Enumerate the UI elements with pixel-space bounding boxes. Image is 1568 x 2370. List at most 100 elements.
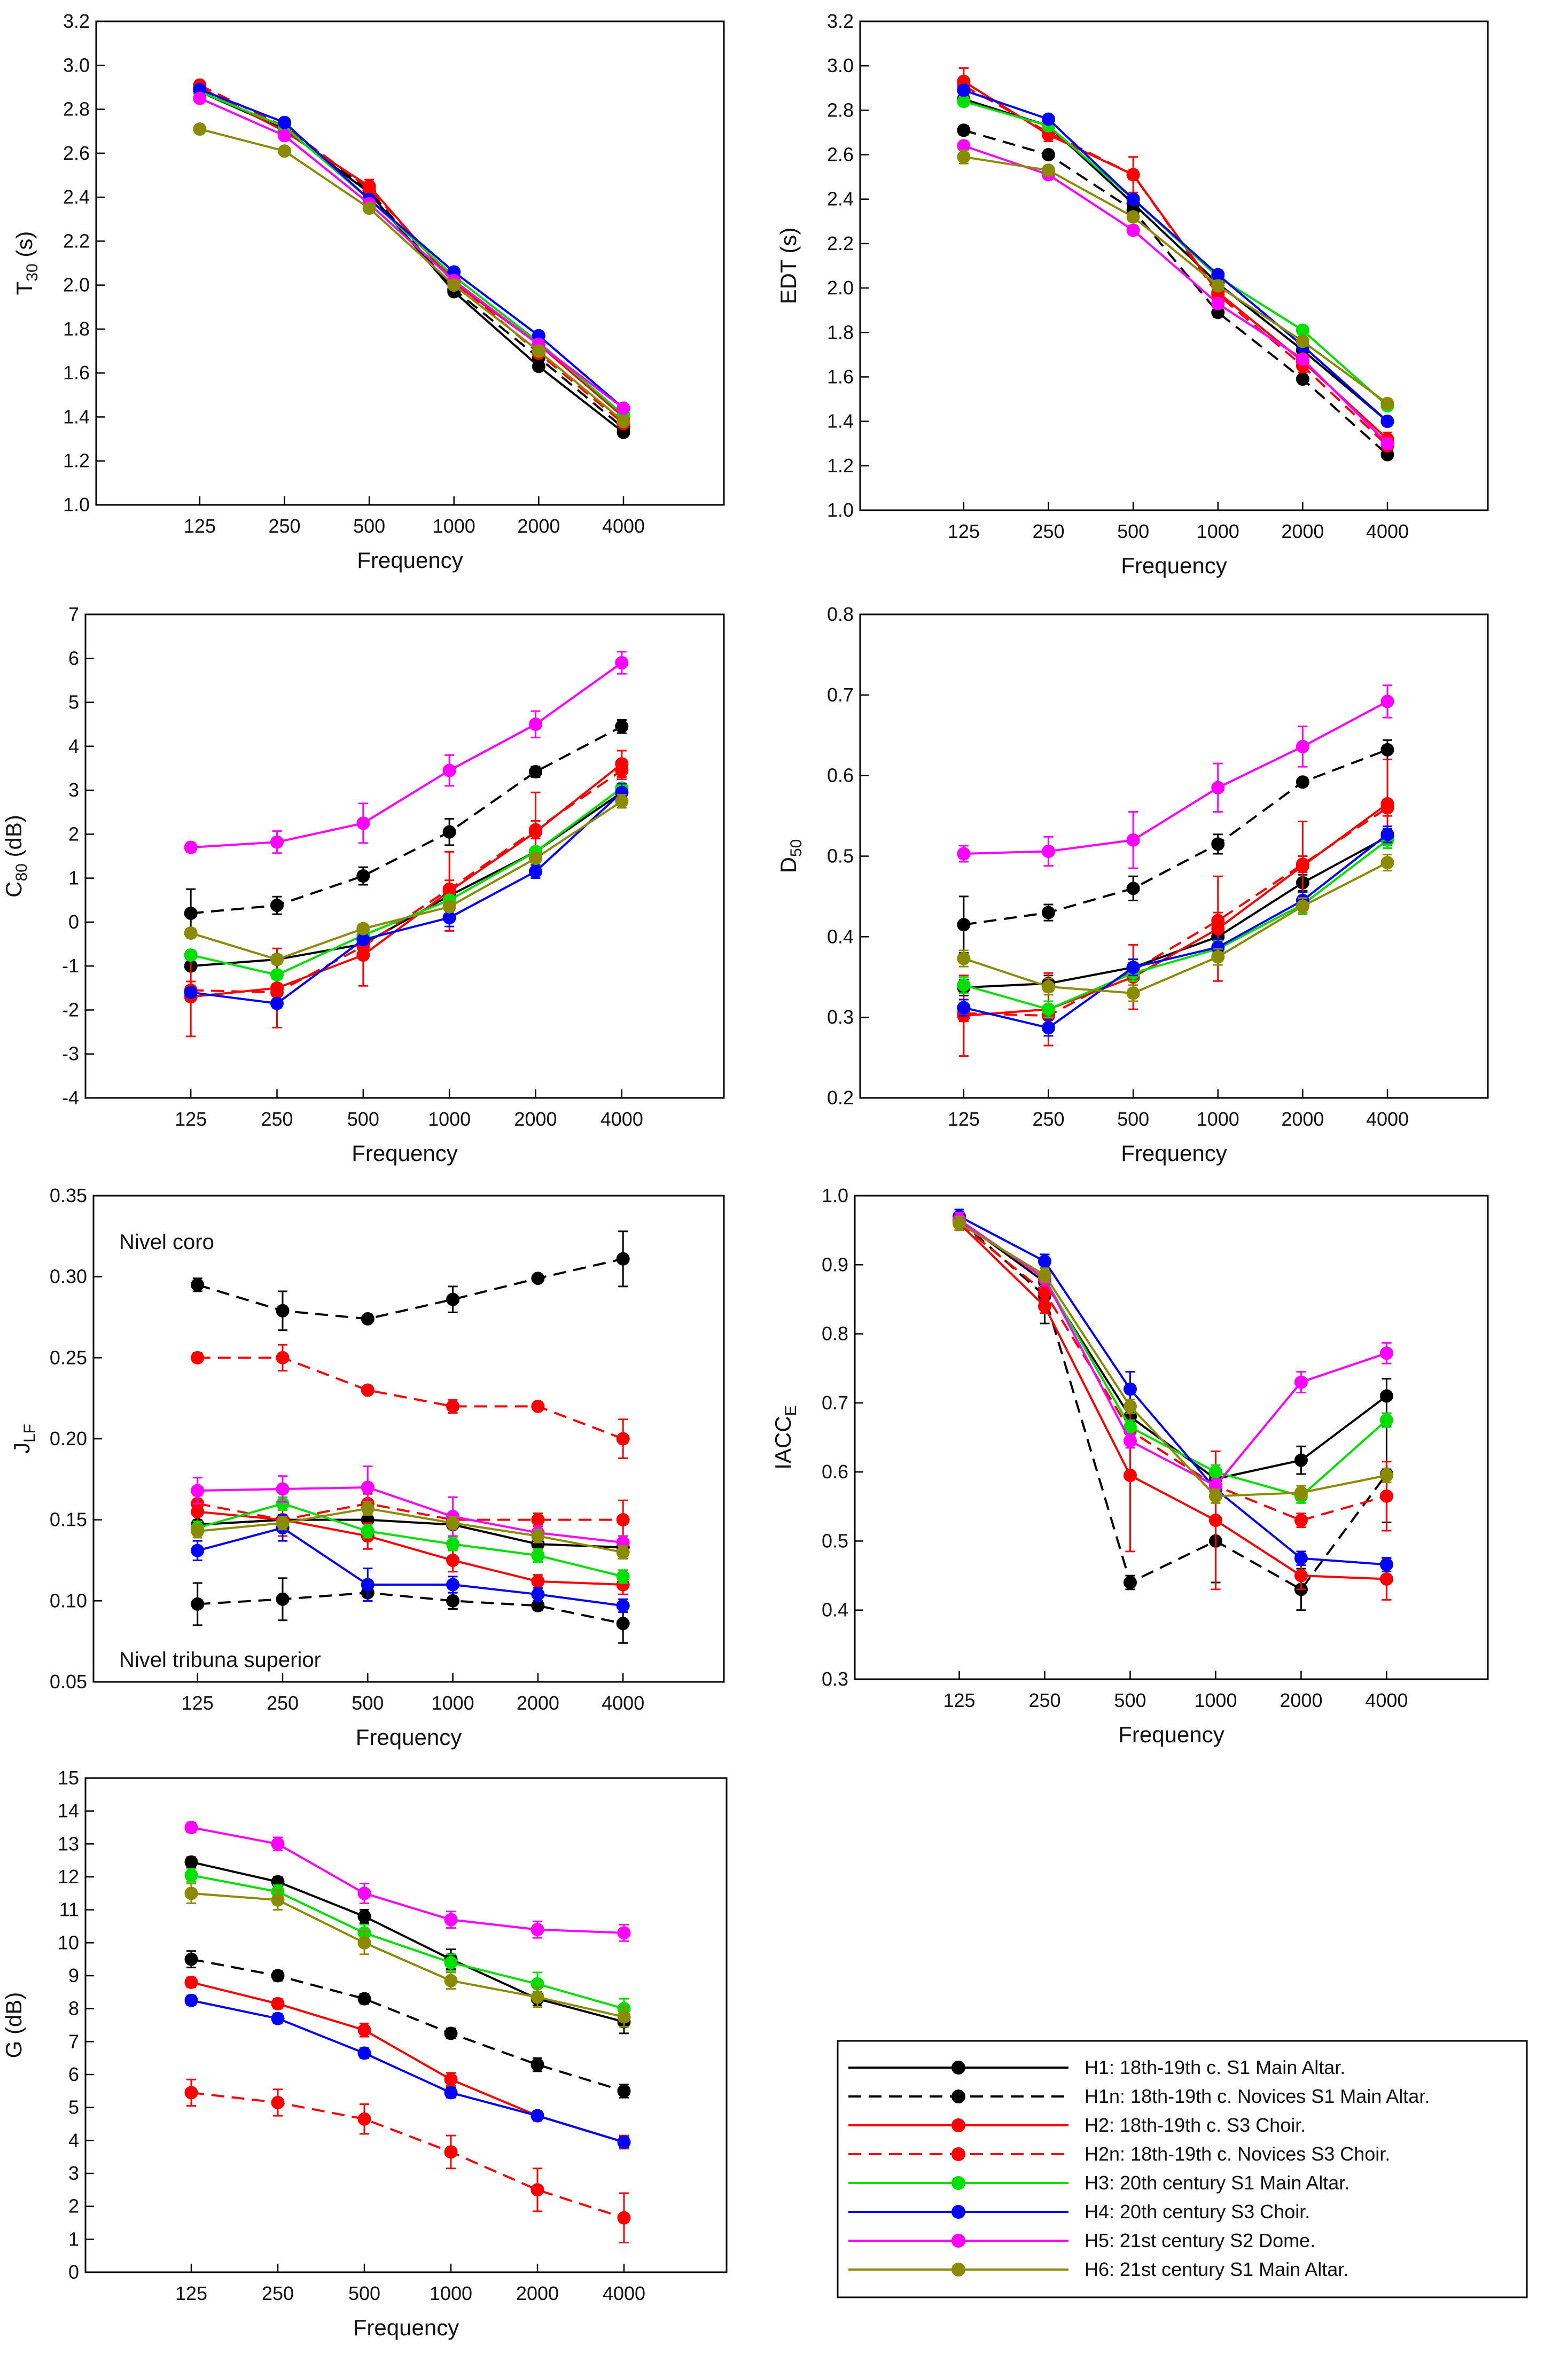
d50-ylabel-main: D [776,857,801,873]
jlf-point-H2 [446,1554,460,1567]
c80-ytick-label: 5 [68,691,79,713]
iacc-ylabel: IACCE [770,1405,800,1469]
jlf-ytick-label: 0.35 [50,1184,87,1206]
jlf-series-H1n_top [191,1230,630,1331]
c80-ylabel-tail: (dB) [1,815,26,863]
g-point-H4 [531,2109,544,2123]
iacc-xtick-label: 4000 [1365,1689,1408,1711]
jlf-point-H1n_bottom [446,1594,460,1608]
d50-ytick-label: 0.5 [827,845,854,867]
edt-ytick-label: 1.8 [827,321,854,343]
g-ytick-label: 4 [68,2129,79,2151]
jlf-point-H2n_bottom [616,1513,630,1527]
edt-point-H6 [1042,163,1055,177]
iacc-xtick-label: 2000 [1280,1689,1322,1711]
c80-ytick-label: -4 [62,1087,79,1109]
c80-ytick-label: -3 [62,1043,79,1065]
jlf-point-H5 [191,1484,205,1498]
legend-label: H2n: 18th-19th c. Novices S3 Choir. [1085,2143,1390,2165]
iacc-ylabel-main: IACC [770,1416,795,1469]
t30-xtick-label: 125 [184,515,216,537]
iacc-point-H2 [1038,1299,1051,1313]
legend-box [837,2040,1528,2298]
d50-point-H5 [1042,844,1055,858]
jlf-line-H3 [197,1502,623,1578]
edt-point-H6 [957,150,971,164]
jlf-line-H5 [197,1486,623,1544]
edt-ytick-label: 3.2 [827,10,854,32]
c80-point-H1n [270,899,284,913]
g-ylabel-main: G (dB) [1,1992,26,2059]
edt-point-H1n [1296,372,1309,386]
iacc-point-H2 [1379,1572,1393,1586]
d50-point-H4 [1042,1021,1055,1035]
c80-point-H3 [184,948,198,962]
g-point-H5 [444,1913,458,1927]
c80-xtick-label: 2000 [514,1108,557,1130]
g-series-H2n [184,2078,631,2243]
g-point-H5 [271,1837,285,1851]
g-line-H1 [191,1861,625,2023]
g-ytick-label: 10 [58,1931,79,1953]
iacc-point-H4 [1294,1552,1308,1565]
t30-ytick-label: 2.4 [63,186,90,208]
c80-ytick-label: 1 [68,867,79,889]
t30-ytick-label: 1.0 [63,494,90,516]
c80-ylabel-main: C [1,882,26,898]
d50-point-H5 [957,847,971,861]
c80-point-H5 [442,763,456,777]
d50-series-H6 [957,853,1394,1002]
g-point-H2n [357,2112,371,2126]
t30-ylabel-main: T [12,282,37,295]
c80-ytick-label: 7 [68,603,79,625]
g-point-H6 [531,1990,544,2004]
edt-ytick-label: 1.2 [827,455,854,477]
d50-xtick-label: 4000 [1366,1108,1409,1130]
edt-xtick-label: 2000 [1281,520,1324,542]
t30-ytick-label: 1.4 [63,406,90,427]
d50-line-H6 [963,861,1388,994]
c80-ytick-label: 6 [68,647,79,669]
c80-ytick-label: 2 [68,823,79,845]
c80-xtick-label: 500 [347,1108,379,1130]
g-xtick-label: 2000 [516,2282,559,2304]
g-xtick-label: 4000 [603,2282,645,2304]
c80-point-H5 [270,835,284,849]
g-point-H4 [444,2086,458,2100]
g-ytick-label: 7 [68,2030,79,2052]
d50-ytick-label: 0.7 [827,684,854,706]
edt-point-H6 [1380,396,1394,410]
g-point-H2n [271,2095,285,2109]
jlf-point-H1n_bottom [276,1592,290,1606]
jlf-line-H4 [197,1526,623,1607]
c80-plot-frame [84,613,725,1099]
c80-ylabel-sub: 80 [13,863,30,881]
g-point-H5 [357,1886,371,1900]
iacc-point-H2n [1379,1489,1393,1503]
legend-marker [951,2263,965,2277]
jlf-ytick-label: 0.10 [50,1589,87,1611]
t30-point-H6 [362,201,376,215]
g-ytick-label: 5 [68,2096,79,2118]
d50-point-H1n [1042,906,1055,919]
g-point-H1n [271,1969,285,1983]
g-xtick-label: 1000 [430,2282,472,2304]
c80-ytick-label: 3 [68,779,79,801]
jlf-point-H4 [531,1587,545,1601]
c80-ytick-label: 0 [68,911,79,933]
iacc-point-H4 [1123,1382,1137,1396]
c80-point-H1n [356,869,370,883]
edt-point-H4 [957,83,971,97]
edt-ytick-label: 1.0 [827,499,854,521]
g-point-H3 [444,1955,458,1969]
jlf-point-H2n_top [276,1351,290,1365]
d50-xtick-label: 125 [948,1108,980,1130]
legend-item: H2n: 18th-19th c. Novices S3 Choir. [848,2143,1390,2165]
t30-line-H4 [199,88,625,409]
jlf-point-H3 [446,1537,460,1551]
edt-ytick-label: 2.2 [827,232,854,254]
jlf-ylabel-main: J [9,1443,34,1454]
d50-point-H5 [1296,739,1309,753]
iacc-xtick-label: 1000 [1194,1689,1237,1711]
